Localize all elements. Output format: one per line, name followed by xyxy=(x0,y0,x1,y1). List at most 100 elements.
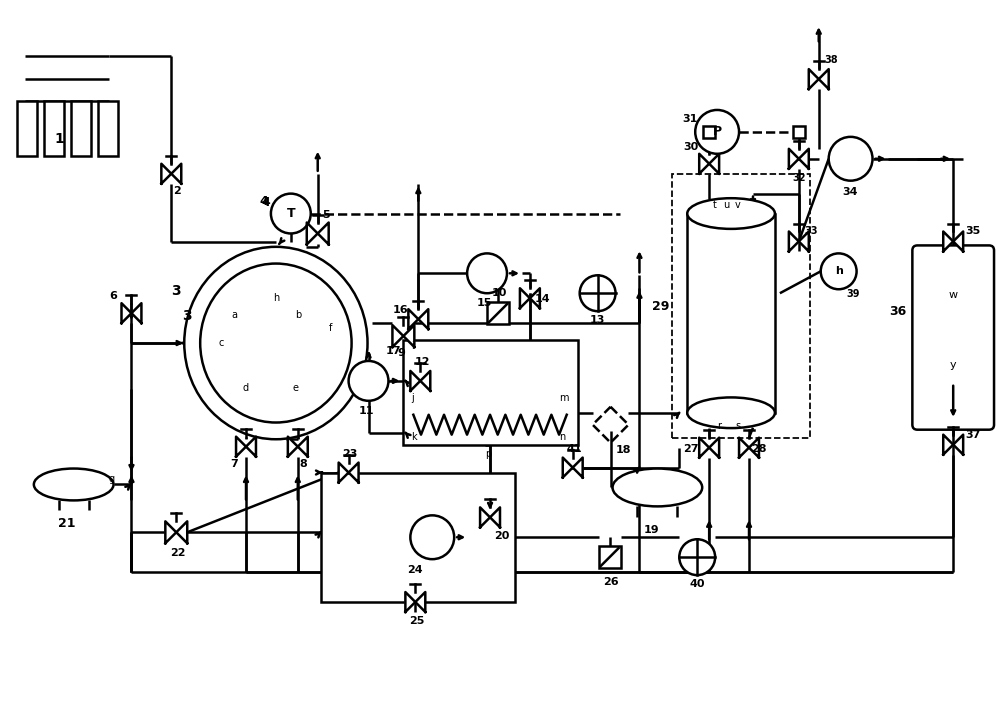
Bar xyxy=(71,101,91,156)
Circle shape xyxy=(679,539,715,575)
Polygon shape xyxy=(415,592,425,612)
Polygon shape xyxy=(392,325,403,347)
Ellipse shape xyxy=(184,247,368,439)
Polygon shape xyxy=(799,149,809,169)
Polygon shape xyxy=(799,231,809,252)
Text: 18: 18 xyxy=(616,444,631,455)
FancyBboxPatch shape xyxy=(912,245,994,430)
Text: g: g xyxy=(109,475,115,484)
Text: 12: 12 xyxy=(414,357,430,367)
Text: 23: 23 xyxy=(343,449,358,458)
Text: h: h xyxy=(273,293,279,303)
Text: s: s xyxy=(735,420,740,431)
Text: 11: 11 xyxy=(359,406,374,415)
Text: y: y xyxy=(950,360,957,370)
Bar xyxy=(687,214,775,413)
Circle shape xyxy=(695,110,739,154)
Polygon shape xyxy=(943,231,953,252)
Text: 21: 21 xyxy=(58,517,75,530)
Text: 10: 10 xyxy=(492,288,507,298)
Polygon shape xyxy=(165,522,176,543)
Polygon shape xyxy=(699,438,709,458)
Text: e: e xyxy=(293,383,299,393)
Text: h: h xyxy=(835,266,843,276)
Polygon shape xyxy=(573,458,583,477)
Text: a: a xyxy=(231,310,237,320)
Text: 4: 4 xyxy=(261,195,270,209)
Text: u: u xyxy=(723,200,729,209)
Text: 22: 22 xyxy=(170,548,186,558)
Text: r: r xyxy=(717,420,721,431)
Polygon shape xyxy=(176,522,187,543)
Polygon shape xyxy=(418,309,428,329)
Text: 41: 41 xyxy=(567,444,582,453)
Text: 38: 38 xyxy=(825,55,838,65)
Bar xyxy=(599,546,621,568)
Polygon shape xyxy=(420,371,430,391)
Text: t: t xyxy=(713,200,717,209)
Text: 1: 1 xyxy=(55,132,65,146)
Polygon shape xyxy=(943,434,953,455)
Polygon shape xyxy=(490,508,500,527)
Text: 34: 34 xyxy=(843,186,858,197)
Polygon shape xyxy=(809,69,819,89)
Text: j: j xyxy=(411,393,414,403)
Polygon shape xyxy=(563,458,573,477)
Polygon shape xyxy=(709,154,719,174)
Text: 13: 13 xyxy=(590,315,605,325)
Text: m: m xyxy=(559,393,568,403)
Text: 31: 31 xyxy=(682,114,698,124)
Circle shape xyxy=(580,276,616,311)
Text: w: w xyxy=(949,290,958,300)
Polygon shape xyxy=(953,231,963,252)
Text: 40: 40 xyxy=(689,579,705,589)
Polygon shape xyxy=(403,325,414,347)
Text: 15: 15 xyxy=(477,298,492,308)
Ellipse shape xyxy=(687,198,775,229)
Polygon shape xyxy=(236,437,246,456)
Text: 3: 3 xyxy=(182,309,192,323)
Text: 36: 36 xyxy=(889,305,907,318)
Text: b: b xyxy=(295,310,301,320)
Text: 16: 16 xyxy=(392,305,408,315)
Text: 7: 7 xyxy=(230,458,238,468)
Bar xyxy=(672,174,810,438)
Polygon shape xyxy=(709,438,719,458)
Text: 25: 25 xyxy=(409,616,425,626)
Text: 35: 35 xyxy=(965,226,980,236)
Text: n: n xyxy=(559,432,565,441)
Text: 32: 32 xyxy=(793,173,806,183)
Polygon shape xyxy=(520,288,530,308)
Circle shape xyxy=(821,253,857,289)
Text: v: v xyxy=(735,200,741,209)
Circle shape xyxy=(829,137,873,181)
Text: 8: 8 xyxy=(300,458,308,468)
Polygon shape xyxy=(246,437,256,456)
Circle shape xyxy=(349,361,388,401)
Text: 3: 3 xyxy=(171,284,181,298)
Polygon shape xyxy=(530,288,540,308)
Text: P: P xyxy=(713,125,722,138)
Polygon shape xyxy=(349,463,359,482)
Polygon shape xyxy=(288,437,298,456)
Text: 17: 17 xyxy=(385,346,401,356)
Polygon shape xyxy=(749,438,759,458)
Text: 9: 9 xyxy=(397,348,405,358)
Text: 19: 19 xyxy=(643,525,659,535)
Text: f: f xyxy=(329,323,332,333)
Bar xyxy=(703,126,715,138)
Ellipse shape xyxy=(200,264,352,423)
Text: 20: 20 xyxy=(494,531,509,541)
Circle shape xyxy=(271,193,311,233)
Polygon shape xyxy=(161,164,171,183)
Bar xyxy=(98,101,118,156)
Text: 5: 5 xyxy=(322,209,329,219)
Polygon shape xyxy=(405,592,415,612)
Text: 37: 37 xyxy=(965,430,981,439)
Bar xyxy=(487,302,509,324)
Polygon shape xyxy=(408,309,418,329)
Polygon shape xyxy=(298,437,308,456)
Text: k: k xyxy=(411,432,417,441)
Text: c: c xyxy=(218,338,224,348)
Polygon shape xyxy=(789,149,799,169)
